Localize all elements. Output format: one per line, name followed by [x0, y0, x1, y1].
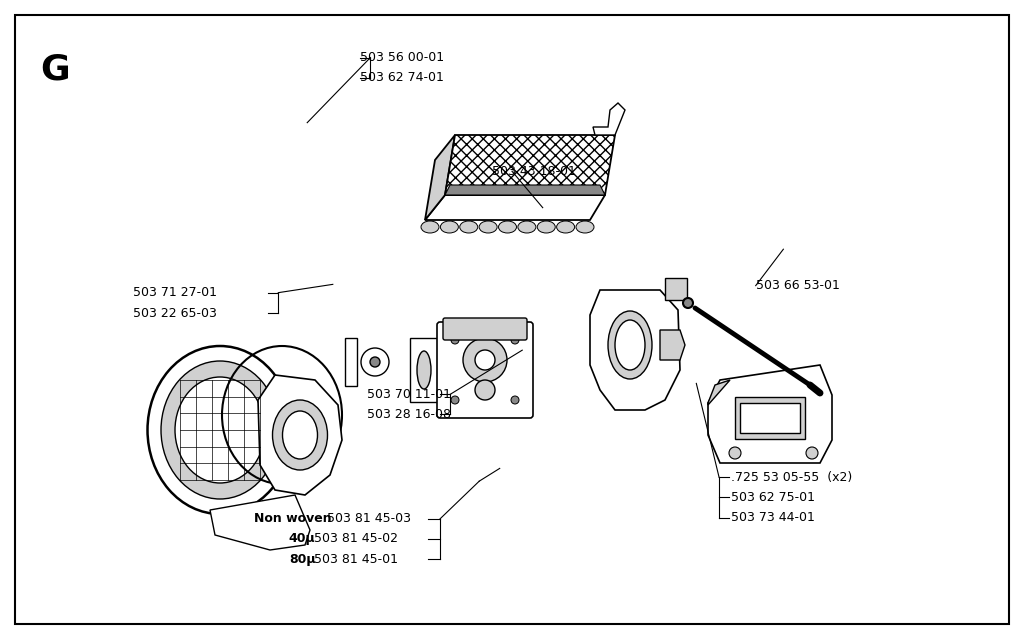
Ellipse shape — [557, 221, 574, 233]
Text: 40μ: 40μ — [289, 532, 315, 545]
Text: 503 71 27-01: 503 71 27-01 — [133, 286, 217, 299]
Ellipse shape — [608, 311, 652, 379]
Ellipse shape — [615, 320, 645, 370]
Text: .725 53 05-55  (x2): .725 53 05-55 (x2) — [731, 471, 852, 484]
Circle shape — [511, 396, 519, 404]
FancyBboxPatch shape — [443, 318, 527, 340]
Bar — [740, 403, 800, 433]
Bar — [735, 397, 805, 439]
Ellipse shape — [147, 346, 293, 514]
Circle shape — [451, 396, 459, 404]
Polygon shape — [445, 135, 615, 195]
Ellipse shape — [283, 411, 317, 459]
Polygon shape — [210, 495, 310, 550]
Ellipse shape — [421, 221, 439, 233]
Text: 503 62 74-01: 503 62 74-01 — [360, 72, 444, 84]
Circle shape — [511, 336, 519, 344]
Text: 503 43 18-01: 503 43 18-01 — [492, 165, 575, 178]
Polygon shape — [708, 365, 831, 463]
Circle shape — [475, 380, 495, 400]
Ellipse shape — [460, 221, 478, 233]
Ellipse shape — [161, 361, 279, 499]
Text: 503 56 00-01: 503 56 00-01 — [360, 51, 444, 64]
Ellipse shape — [499, 221, 516, 233]
Ellipse shape — [440, 221, 459, 233]
Text: 503 70 11-01: 503 70 11-01 — [367, 388, 451, 401]
Circle shape — [683, 298, 693, 308]
Circle shape — [463, 338, 507, 382]
Ellipse shape — [538, 221, 555, 233]
Text: 503 81 45-03: 503 81 45-03 — [323, 512, 411, 525]
Polygon shape — [708, 380, 730, 405]
Ellipse shape — [479, 221, 497, 233]
Ellipse shape — [417, 351, 431, 389]
Polygon shape — [660, 330, 685, 360]
Bar — [665, 278, 687, 300]
Circle shape — [729, 447, 741, 459]
Polygon shape — [425, 135, 455, 220]
Text: 503 81 45-01: 503 81 45-01 — [310, 553, 398, 566]
Polygon shape — [445, 185, 605, 195]
Ellipse shape — [272, 400, 328, 470]
Circle shape — [361, 348, 389, 376]
FancyBboxPatch shape — [437, 322, 534, 418]
Ellipse shape — [575, 221, 594, 233]
Circle shape — [806, 447, 818, 459]
Text: 503 73 44-01: 503 73 44-01 — [731, 511, 815, 524]
Text: 503 28 16-08: 503 28 16-08 — [367, 408, 451, 420]
Text: Non woven: Non woven — [254, 512, 332, 525]
Text: 80μ: 80μ — [289, 553, 315, 566]
Polygon shape — [590, 290, 680, 410]
Text: 503 22 65-03: 503 22 65-03 — [133, 307, 217, 320]
Bar — [410, 338, 438, 402]
Text: 503 66 53-01: 503 66 53-01 — [756, 279, 840, 292]
Circle shape — [451, 336, 459, 344]
Circle shape — [475, 350, 495, 370]
Ellipse shape — [175, 377, 265, 483]
Text: G: G — [40, 52, 70, 86]
Ellipse shape — [518, 221, 536, 233]
Polygon shape — [593, 103, 625, 135]
Bar — [345, 338, 357, 386]
Text: 503 81 45-02: 503 81 45-02 — [310, 532, 398, 545]
Text: 503 62 75-01: 503 62 75-01 — [731, 491, 815, 504]
Polygon shape — [425, 195, 605, 220]
Circle shape — [370, 357, 380, 367]
Polygon shape — [258, 375, 342, 495]
